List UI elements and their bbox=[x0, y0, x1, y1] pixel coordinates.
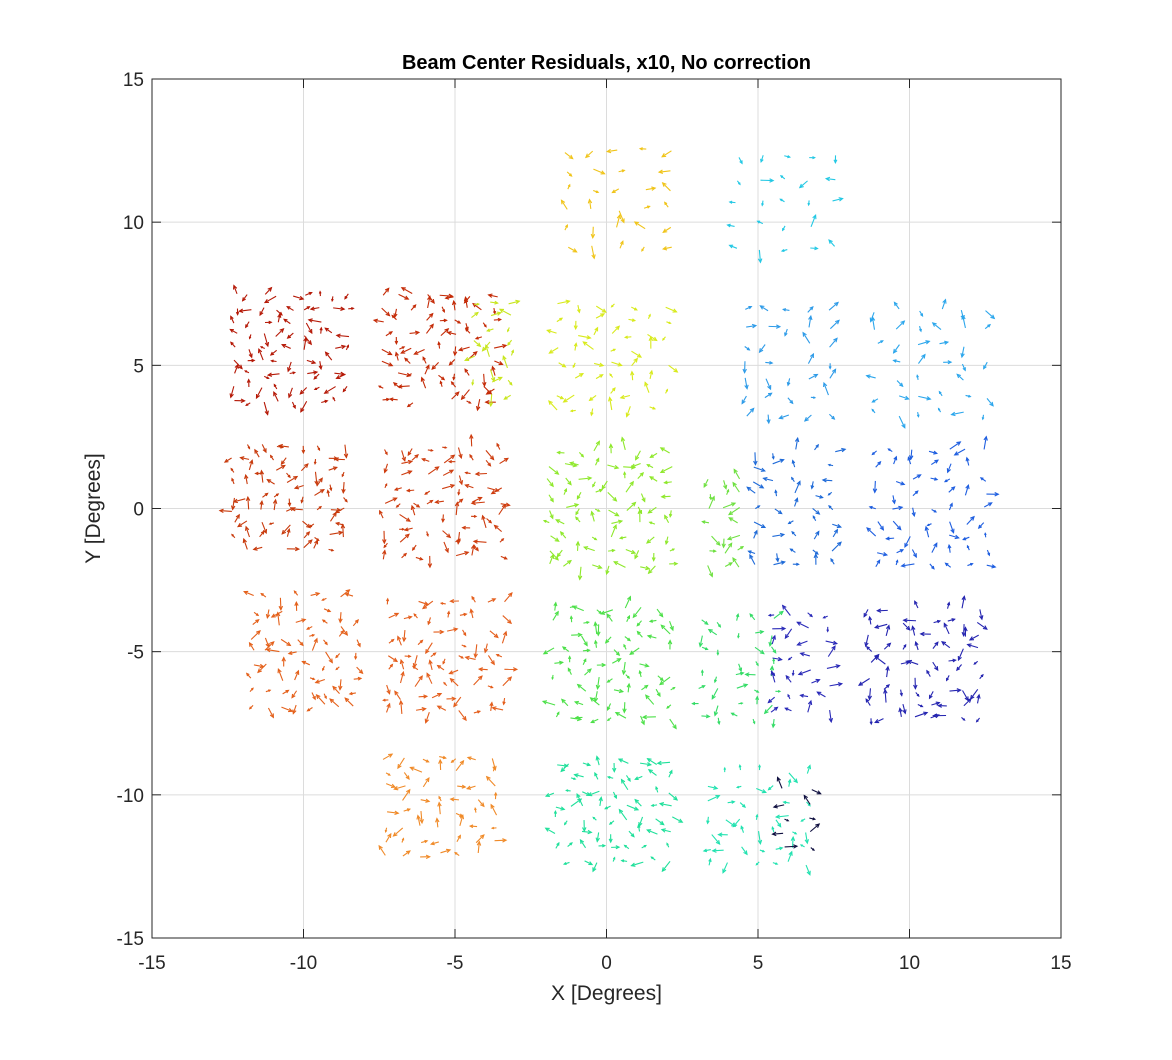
y-tick-label: 0 bbox=[133, 500, 144, 521]
x-axis-label: X [Degrees] bbox=[551, 982, 662, 1005]
x-tick-label: -15 bbox=[138, 953, 165, 974]
y-axis-label: Y [Degrees] bbox=[82, 453, 105, 564]
x-tick-label: -10 bbox=[290, 953, 317, 974]
chart-title: Beam Center Residuals, x10, No correctio… bbox=[402, 52, 811, 74]
y-tick-label: 15 bbox=[123, 70, 144, 91]
y-tick-label: -5 bbox=[127, 643, 144, 664]
x-tick-label: 15 bbox=[1050, 953, 1071, 974]
y-tick-label: -10 bbox=[117, 786, 144, 807]
y-tick-label: 10 bbox=[123, 213, 144, 234]
x-tick-label: 5 bbox=[753, 953, 764, 974]
x-tick-label: 0 bbox=[601, 953, 612, 974]
y-tick-label: 5 bbox=[133, 356, 144, 377]
y-tick-label: -15 bbox=[117, 929, 144, 950]
x-tick-label: 10 bbox=[899, 953, 920, 974]
x-tick-label: -5 bbox=[447, 953, 464, 974]
